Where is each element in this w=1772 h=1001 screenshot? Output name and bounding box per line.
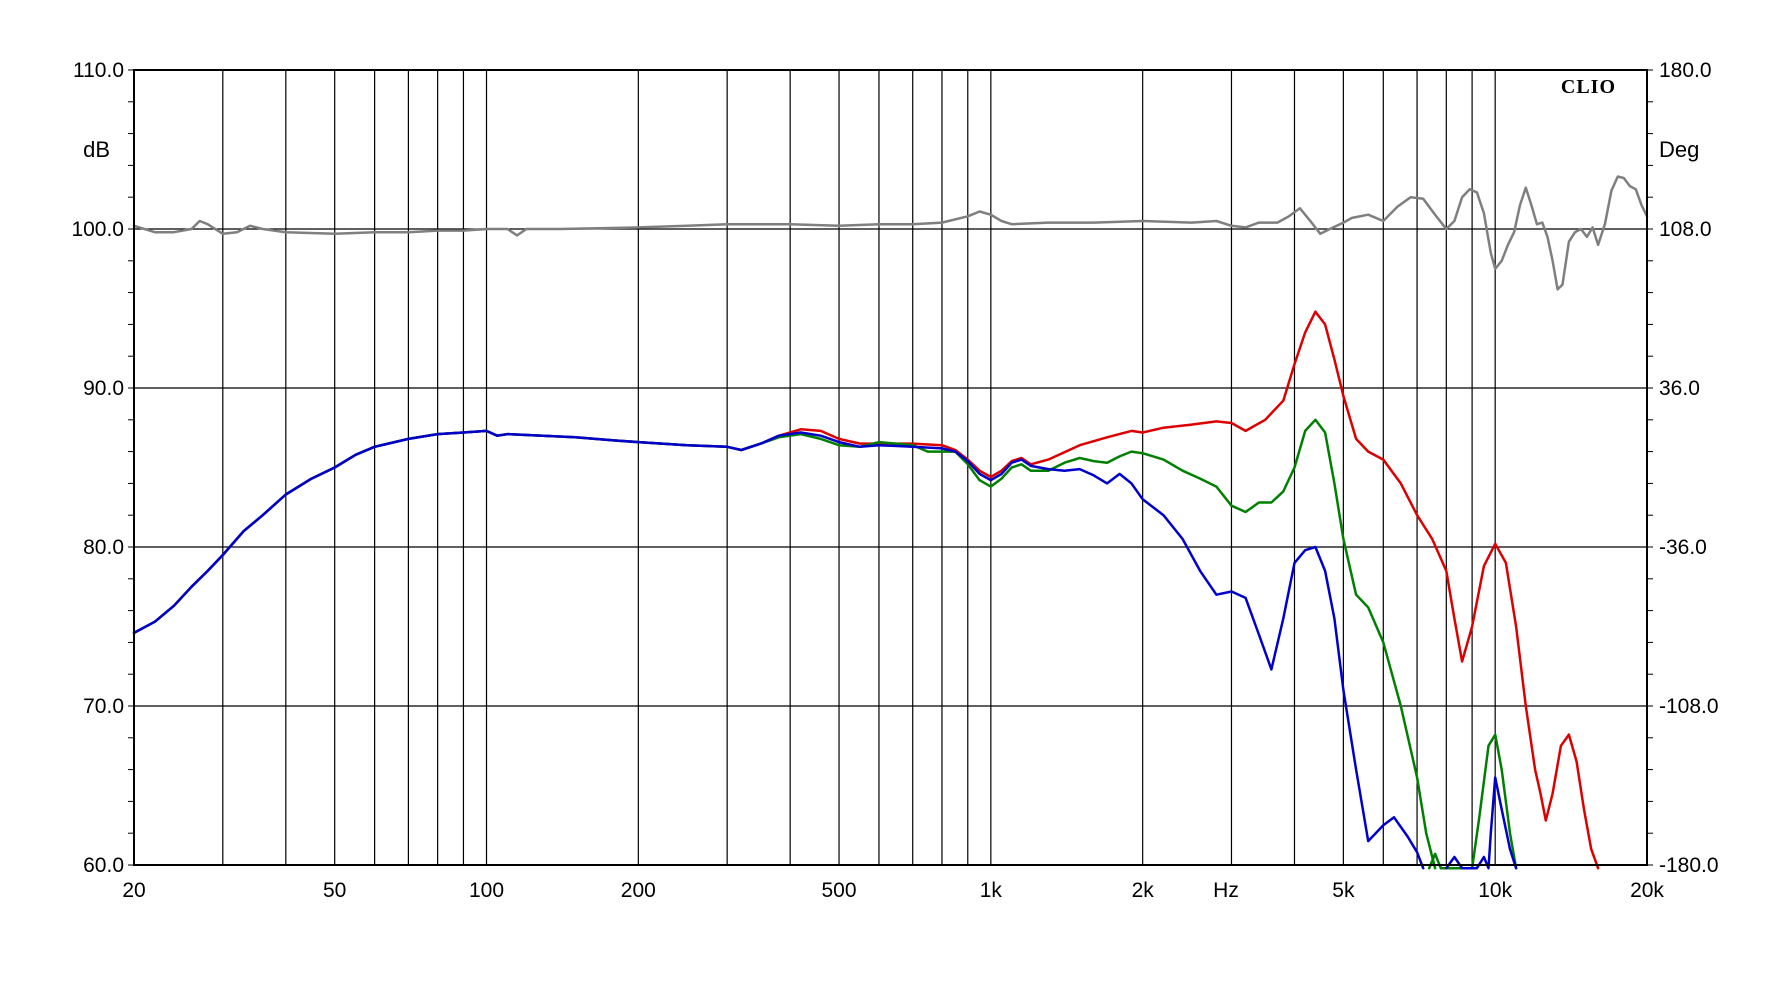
axis-labels: 60.0 -180.0 70.0 -108.0 80.0 -36.0 90.0 36.0 100… — [71, 59, 1718, 902]
x-tick-label: 5k — [1332, 879, 1355, 902]
y2-tick-label: -180.0 — [1659, 854, 1719, 877]
x-tick-label: 200 — [621, 879, 656, 902]
x-tick-label: 10k — [1478, 879, 1512, 902]
series-line-1 — [132, 175, 1649, 291]
y-tick-label: 90.0 — [83, 377, 124, 400]
y2-tick-label: 180.0 — [1659, 59, 1712, 82]
y-tick-label: 100.0 — [71, 218, 124, 241]
x-tick-label: 20k — [1630, 879, 1664, 902]
y-tick-label: 60.0 — [83, 854, 124, 877]
series-line-5 — [1427, 733, 1518, 870]
y-tick-label: 70.0 — [83, 695, 124, 718]
x-tick-label: 500 — [822, 879, 857, 902]
x-tick-label: 20 — [122, 879, 145, 902]
series-line-4 — [132, 429, 1425, 870]
series-line-3 — [132, 418, 1437, 870]
y-axis-unit: dB — [83, 137, 110, 162]
x-tick-label: 1k — [980, 879, 1003, 902]
y-tick-label: 110.0 — [73, 59, 124, 82]
x-axis-unit: Hz — [1213, 879, 1239, 902]
plot-frame — [133, 69, 1648, 866]
brand-logo: CLIO — [1561, 76, 1616, 98]
y2-tick-label: -108.0 — [1659, 695, 1719, 718]
x-tick-label: 2k — [1132, 879, 1155, 902]
grid — [128, 69, 1653, 866]
y2-axis-unit: Deg — [1659, 137, 1699, 162]
x-tick-label: 50 — [323, 879, 346, 902]
y2-tick-label: 36.0 — [1659, 377, 1700, 400]
series-line-2 — [132, 310, 1600, 870]
y2-tick-label: 108.0 — [1659, 218, 1712, 241]
y-tick-label: 80.0 — [83, 536, 124, 559]
series-group — [132, 175, 1649, 870]
y2-tick-label: -36.0 — [1659, 536, 1707, 559]
x-tick-label: 100 — [469, 879, 504, 902]
